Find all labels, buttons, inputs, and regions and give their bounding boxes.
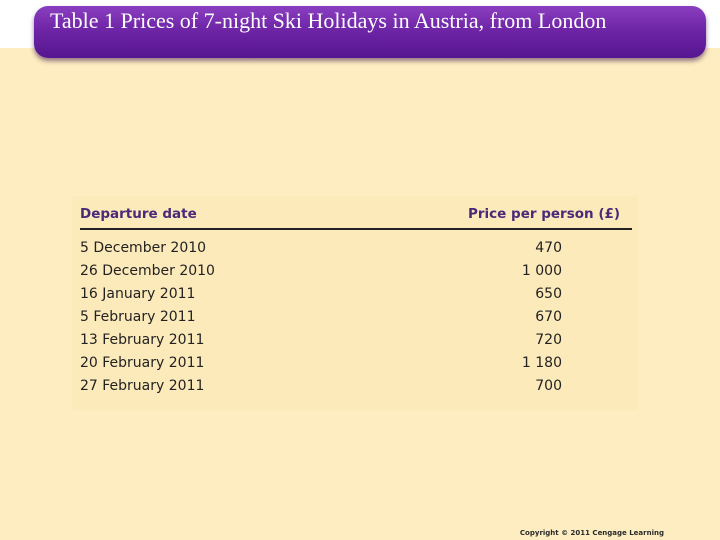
table-header-row: Departure date Price per person (£) bbox=[80, 204, 632, 230]
title-bar bbox=[34, 6, 706, 58]
cell-price: 720 bbox=[535, 331, 562, 348]
cell-date: 5 February 2011 bbox=[80, 308, 196, 325]
table-row: 27 February 2011 700 bbox=[80, 374, 632, 397]
header-departure-date: Departure date bbox=[80, 204, 468, 230]
table-row: 16 January 2011 650 bbox=[80, 282, 632, 305]
price-table: Departure date Price per person (£) 5 De… bbox=[80, 204, 632, 397]
cell-price: 1 180 bbox=[521, 354, 562, 371]
table-row: 5 December 2010 470 bbox=[80, 229, 632, 259]
cell-price: 650 bbox=[535, 285, 562, 302]
slide-title: Table 1 Prices of 7-night Ski Holidays i… bbox=[50, 8, 607, 33]
cell-date: 20 February 2011 bbox=[80, 354, 205, 371]
copyright-notice: Copyright © 2011 Cengage Learning bbox=[519, 529, 664, 537]
cell-date: 16 January 2011 bbox=[80, 285, 196, 302]
table-row: 5 February 2011 670 bbox=[80, 305, 632, 328]
table-row: 26 December 2010 1 000 bbox=[80, 259, 632, 282]
table-panel bbox=[72, 196, 638, 410]
table-row: 20 February 2011 1 180 bbox=[80, 351, 632, 374]
cell-price: 700 bbox=[535, 377, 562, 394]
cell-price: 470 bbox=[535, 239, 562, 256]
table-row: 13 February 2011 720 bbox=[80, 328, 632, 351]
cell-date: 5 December 2010 bbox=[80, 239, 207, 256]
header-price-per-person: Price per person (£) bbox=[468, 204, 632, 230]
cell-date: 27 February 2011 bbox=[80, 377, 205, 394]
cell-date: 13 February 2011 bbox=[80, 331, 205, 348]
cell-price: 670 bbox=[535, 308, 562, 325]
cell-date: 26 December 2010 bbox=[80, 262, 215, 279]
cell-price: 1 000 bbox=[521, 262, 562, 279]
